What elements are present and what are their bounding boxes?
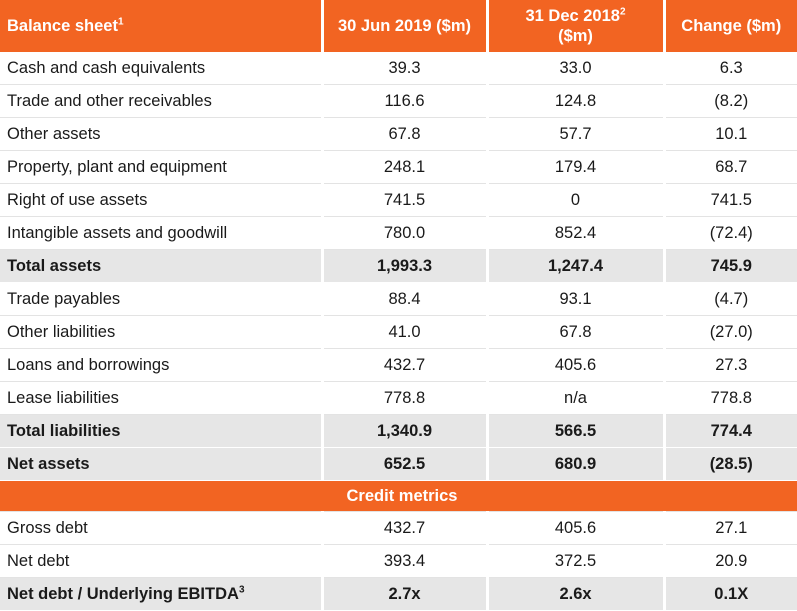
value-dec-2018: 405.6 — [485, 348, 664, 382]
header-balance-sheet: Balance sheet1 — [0, 0, 322, 52]
value-change: (8.2) — [662, 84, 797, 118]
table-row: Trade payables 88.4 93.1 (4.7) — [0, 282, 797, 316]
value-dec-2018: 405.6 — [485, 511, 664, 545]
table-row: Intangible assets and goodwill 780.0 852.4… — [0, 216, 797, 250]
row-label: Loans and borrowings — [0, 348, 322, 382]
value-dec-2018: 93.1 — [485, 282, 664, 316]
value-jun-2019: 88.4 — [320, 282, 487, 316]
total-liabilities-row: Total liabilities 1,340.9 566.5 774.4 — [0, 414, 797, 448]
value-jun-2019: 116.6 — [320, 84, 487, 118]
row-label: Intangible assets and goodwill — [0, 216, 322, 250]
value-jun-2019: 432.7 — [320, 511, 487, 545]
value-change: 27.1 — [662, 511, 797, 545]
row-label: Trade payables — [0, 282, 322, 316]
net-debt-ebitda-row: Net debt / Underlying EBITDA3 2.7x 2.6x 0.1… — [0, 577, 797, 611]
value-dec-2018: 0 — [485, 183, 664, 217]
row-label: Other liabilities — [0, 315, 322, 349]
net-assets-row: Net assets 652.5 680.9 (28.5) — [0, 447, 797, 481]
row-label: Trade and other receivables — [0, 84, 322, 118]
value-change: 10.1 — [662, 117, 797, 151]
row-label: Right of use assets — [0, 183, 322, 217]
value-jun-2019: 432.7 — [320, 348, 487, 382]
value-change: 745.9 — [662, 249, 797, 283]
table-row: Other assets 67.8 57.7 10.1 — [0, 117, 797, 151]
value-dec-2018: 372.5 — [485, 544, 664, 578]
row-label: Total assets — [0, 249, 322, 283]
row-label: Net debt / Underlying EBITDA3 — [0, 577, 322, 611]
table-row: Loans and borrowings 432.7 405.6 27.3 — [0, 348, 797, 382]
value-dec-2018: 124.8 — [485, 84, 664, 118]
credit-metrics-header-row: Credit metrics — [0, 480, 797, 512]
table-row: Cash and cash equivalents 39.3 33.0 6.3 — [0, 52, 797, 85]
value-jun-2019: 2.7x — [320, 577, 487, 611]
value-change: (27.0) — [662, 315, 797, 349]
row-label: Net debt — [0, 544, 322, 578]
row-label: Property, plant and equipment — [0, 150, 322, 184]
value-jun-2019: 1,993.3 — [320, 249, 487, 283]
value-change: 774.4 — [662, 414, 797, 448]
header-row: Balance sheet1 30 Jun 2019 ($m) 31 Dec 2… — [0, 0, 797, 52]
value-change: 0.1X — [662, 577, 797, 611]
value-dec-2018: 67.8 — [485, 315, 664, 349]
value-jun-2019: 67.8 — [320, 117, 487, 151]
value-change: (28.5) — [662, 447, 797, 481]
header-change: Change ($m) — [662, 0, 797, 52]
value-dec-2018: 1,247.4 — [485, 249, 664, 283]
row-label: Total liabilities — [0, 414, 322, 448]
value-dec-2018: 566.5 — [485, 414, 664, 448]
header-dec-2018: 31 Dec 20182 ($m) — [485, 0, 664, 52]
row-label: Lease liabilities — [0, 381, 322, 415]
table-row: Trade and other receivables 116.6 124.8 (8.… — [0, 84, 797, 118]
value-jun-2019: 741.5 — [320, 183, 487, 217]
table-row: Lease liabilities 778.8 n/a 778.8 — [0, 381, 797, 415]
value-change: 778.8 — [662, 381, 797, 415]
value-jun-2019: 1,340.9 — [320, 414, 487, 448]
table-row: Other liabilities 41.0 67.8 (27.0) — [0, 315, 797, 349]
value-jun-2019: 778.8 — [320, 381, 487, 415]
value-dec-2018: 33.0 — [485, 52, 664, 85]
value-jun-2019: 248.1 — [320, 150, 487, 184]
table-row: Right of use assets 741.5 0 741.5 — [0, 183, 797, 217]
table-row: Net debt 393.4 372.5 20.9 — [0, 544, 797, 578]
value-change: 20.9 — [662, 544, 797, 578]
row-label: Other assets — [0, 117, 322, 151]
value-jun-2019: 393.4 — [320, 544, 487, 578]
header-jun-2019: 30 Jun 2019 ($m) — [320, 0, 487, 52]
value-dec-2018: 57.7 — [485, 117, 664, 151]
value-dec-2018: 2.6x — [485, 577, 664, 611]
value-change: 6.3 — [662, 52, 797, 85]
value-jun-2019: 41.0 — [320, 315, 487, 349]
value-dec-2018: 179.4 — [485, 150, 664, 184]
value-dec-2018: 852.4 — [485, 216, 664, 250]
row-label: Gross debt — [0, 511, 322, 545]
row-label: Cash and cash equivalents — [0, 52, 322, 85]
value-change: (72.4) — [662, 216, 797, 250]
total-assets-row: Total assets 1,993.3 1,247.4 745.9 — [0, 249, 797, 283]
value-change: 741.5 — [662, 183, 797, 217]
value-jun-2019: 39.3 — [320, 52, 487, 85]
value-change: 27.3 — [662, 348, 797, 382]
value-change: 68.7 — [662, 150, 797, 184]
table-row: Property, plant and equipment 248.1 179.4 6… — [0, 150, 797, 184]
value-dec-2018: n/a — [485, 381, 664, 415]
table-row: Gross debt 432.7 405.6 27.1 — [0, 511, 797, 545]
value-jun-2019: 652.5 — [320, 447, 487, 481]
section-title: Credit metrics — [0, 480, 797, 512]
value-dec-2018: 680.9 — [485, 447, 664, 481]
row-label: Net assets — [0, 447, 322, 481]
value-change: (4.7) — [662, 282, 797, 316]
value-jun-2019: 780.0 — [320, 216, 487, 250]
